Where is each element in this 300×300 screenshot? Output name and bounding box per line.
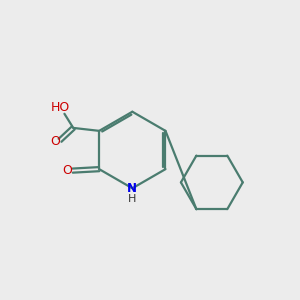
Text: O: O — [63, 164, 73, 177]
Text: H: H — [128, 194, 136, 204]
Text: O: O — [50, 135, 60, 148]
Text: HO: HO — [50, 101, 70, 114]
Text: N: N — [127, 182, 137, 195]
